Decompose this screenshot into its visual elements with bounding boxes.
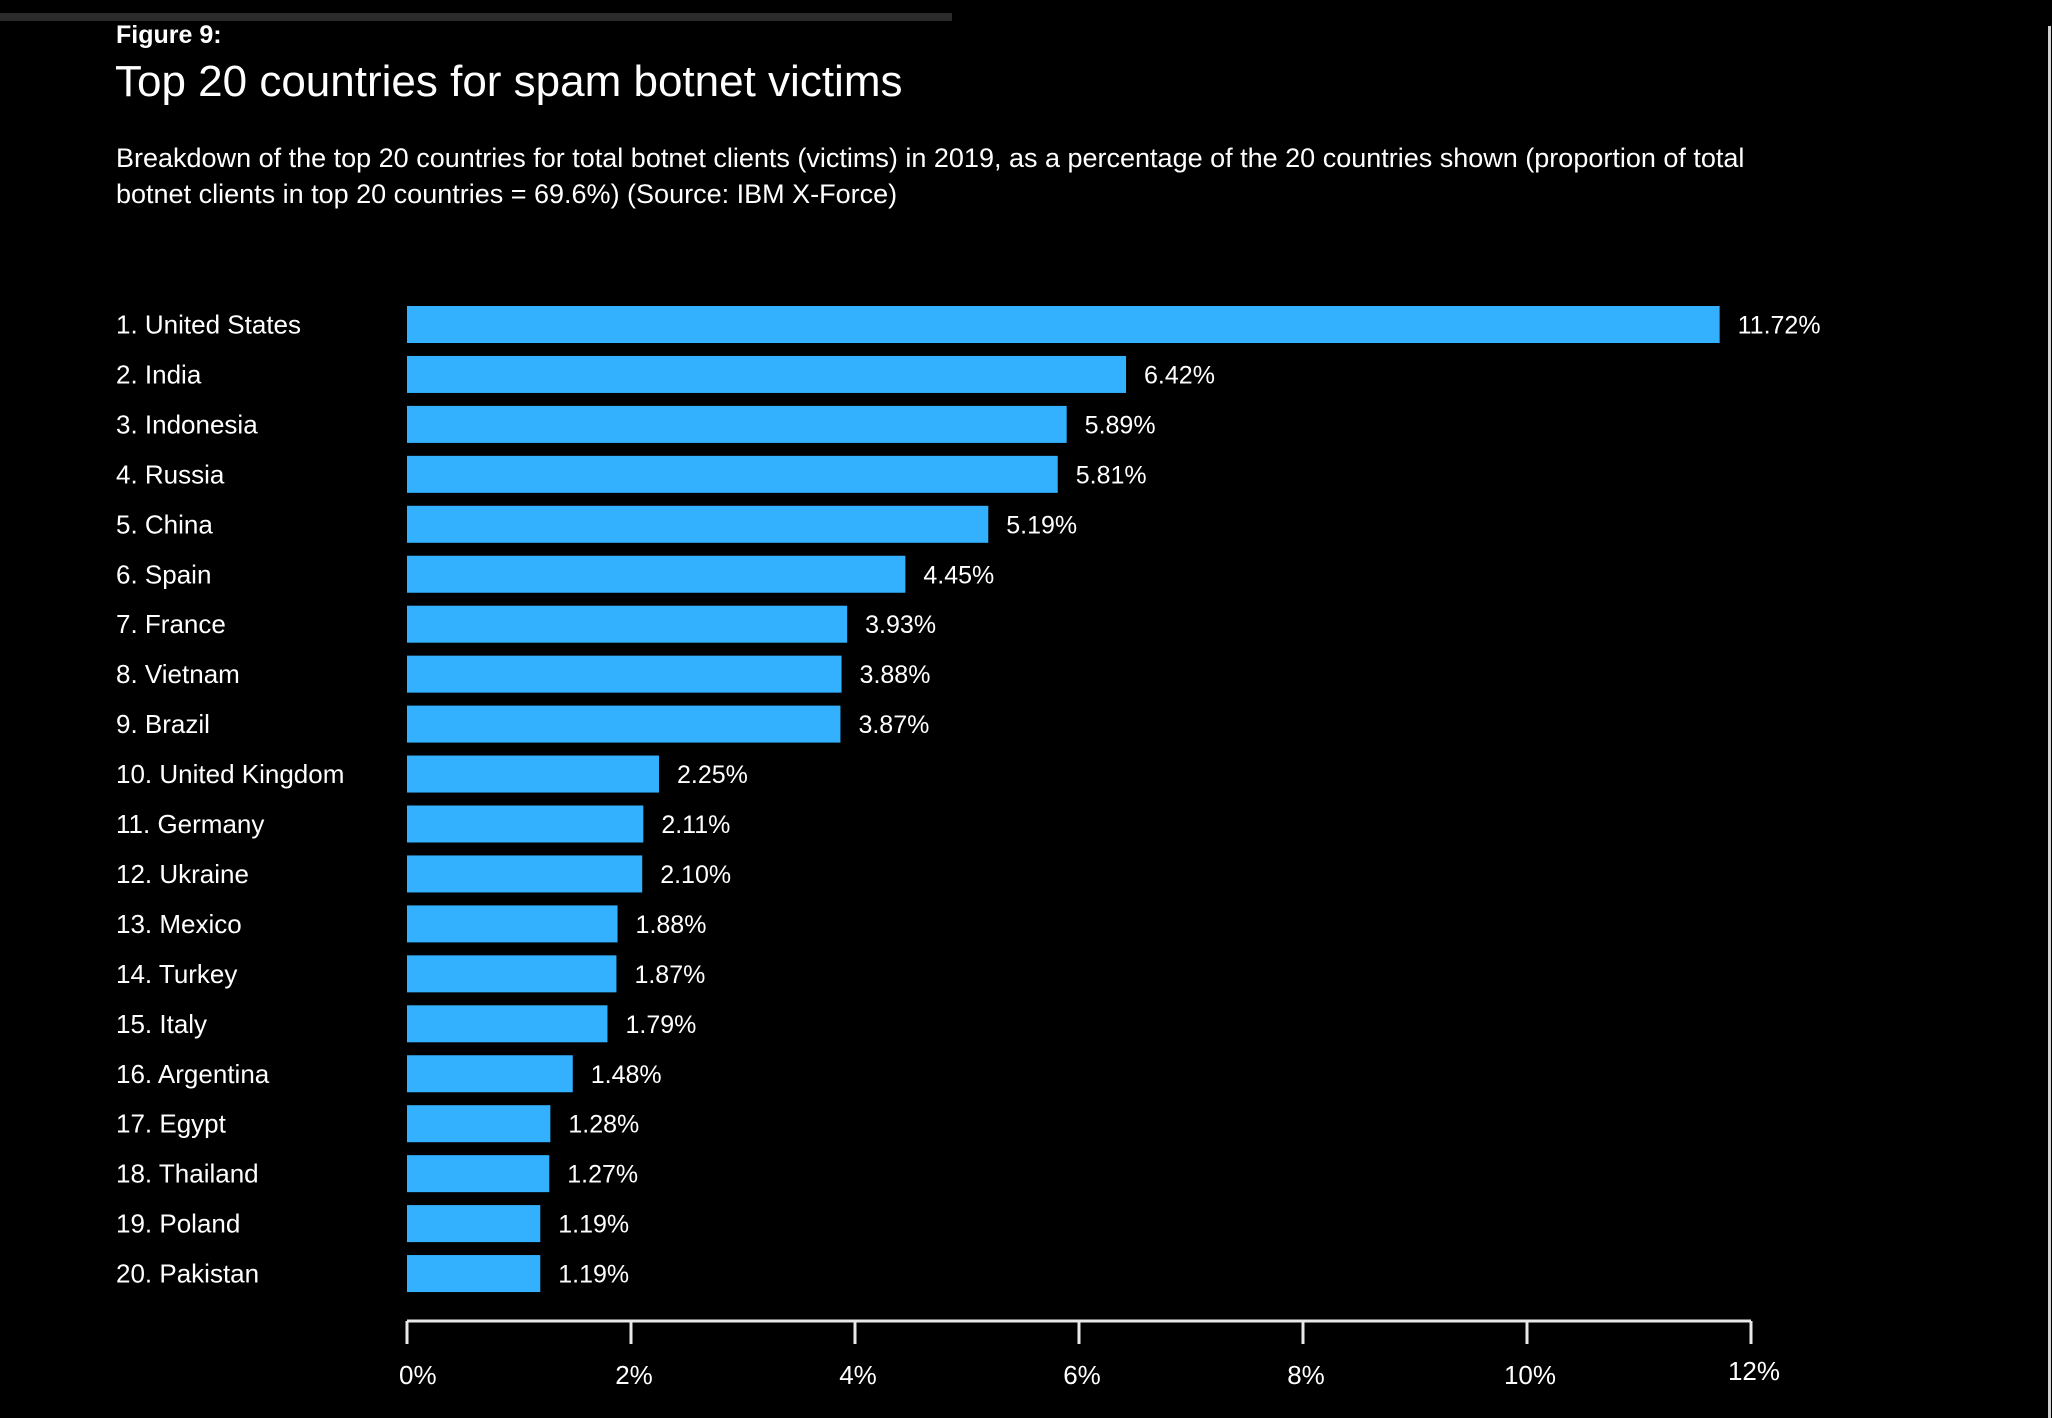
bar	[407, 1205, 541, 1243]
category-label: 6. Spain	[116, 559, 211, 589]
value-label: 5.19%	[1006, 511, 1077, 539]
category-label: 8. Vietnam	[116, 659, 240, 689]
category-label: 7. France	[116, 609, 226, 639]
x-tick-label: 10%	[1504, 1360, 1556, 1390]
x-tick-label: 4%	[839, 1360, 877, 1390]
x-tick-label: 6%	[1063, 1360, 1101, 1390]
value-label: 11.72%	[1738, 312, 1821, 340]
category-label: 2. India	[116, 359, 202, 389]
bar	[407, 306, 1720, 343]
value-label: 1.19%	[558, 1211, 629, 1239]
bar	[407, 355, 1127, 393]
bar	[407, 1255, 541, 1293]
bars-group: 1. United States 11.72% 2. India 6.42% 3. In…	[116, 306, 1821, 1293]
top-divider	[0, 13, 952, 21]
value-label: 3.87%	[858, 711, 929, 739]
subtitle-line-1: Breakdown of the top 20 countries for to…	[116, 143, 1745, 173]
x-tick-label: 12%	[1728, 1356, 1780, 1386]
bar	[407, 455, 1058, 493]
value-label: 5.89%	[1085, 411, 1156, 439]
x-tick-label: 0%	[399, 1360, 437, 1390]
x-axis: 0% 2% 4% 6% 8% 10% 12%	[399, 1319, 1780, 1390]
bar	[407, 555, 906, 593]
bar	[407, 605, 848, 643]
bar	[407, 655, 842, 693]
x-tick-label: 2%	[615, 1360, 653, 1390]
bar	[407, 755, 659, 793]
figure-label: Figure 9:	[116, 21, 222, 49]
right-edge-divider	[2048, 26, 2051, 1418]
bar	[407, 705, 841, 743]
bar	[407, 1155, 550, 1193]
value-label: 6.42%	[1144, 361, 1215, 389]
category-label: 16. Argentina	[116, 1059, 270, 1089]
value-label: 5.81%	[1076, 461, 1147, 489]
category-label: 14. Turkey	[116, 959, 237, 989]
x-tick-label: 8%	[1287, 1360, 1325, 1390]
chart-title: Top 20 countries for spam botnet victims	[115, 57, 903, 106]
category-label: 9. Brazil	[116, 709, 210, 739]
value-label: 1.48%	[591, 1061, 662, 1089]
value-label: 3.93%	[865, 611, 936, 639]
bar	[407, 1055, 573, 1093]
bar	[407, 855, 643, 893]
category-label: 5. China	[116, 509, 213, 539]
value-label: 1.87%	[634, 961, 705, 989]
value-label: 1.88%	[636, 911, 707, 939]
bar	[407, 505, 989, 543]
value-label: 2.10%	[660, 861, 731, 889]
category-label: 3. Indonesia	[116, 409, 258, 439]
value-label: 4.45%	[923, 561, 994, 589]
value-label: 1.19%	[558, 1261, 629, 1289]
value-label: 1.28%	[568, 1111, 639, 1139]
chart-subtitle: Breakdown of the top 20 countries for to…	[116, 140, 1916, 212]
category-label: 1. United States	[116, 310, 301, 340]
category-label: 10. United Kingdom	[116, 759, 344, 789]
value-label: 1.27%	[567, 1161, 638, 1189]
category-label: 17. Egypt	[116, 1109, 227, 1139]
bar	[407, 1105, 551, 1143]
category-label: 20. Pakistan	[116, 1259, 259, 1289]
bar	[407, 1005, 608, 1043]
category-label: 18. Thailand	[116, 1159, 259, 1189]
bar	[407, 955, 617, 993]
category-label: 19. Poland	[116, 1209, 240, 1239]
category-label: 12. Ukraine	[116, 859, 249, 889]
subtitle-line-2: botnet clients in top 20 countries = 69.…	[116, 179, 898, 209]
category-label: 4. Russia	[116, 459, 225, 489]
value-label: 2.11%	[661, 811, 730, 839]
value-label: 3.88%	[860, 661, 931, 689]
category-label: 11. Germany	[116, 809, 264, 839]
bar	[407, 905, 618, 943]
value-label: 1.79%	[625, 1011, 696, 1039]
category-label: 15. Italy	[116, 1009, 207, 1039]
bar	[407, 405, 1067, 443]
category-label: 13. Mexico	[116, 909, 242, 939]
bar	[407, 805, 644, 843]
value-label: 2.25%	[677, 761, 748, 789]
